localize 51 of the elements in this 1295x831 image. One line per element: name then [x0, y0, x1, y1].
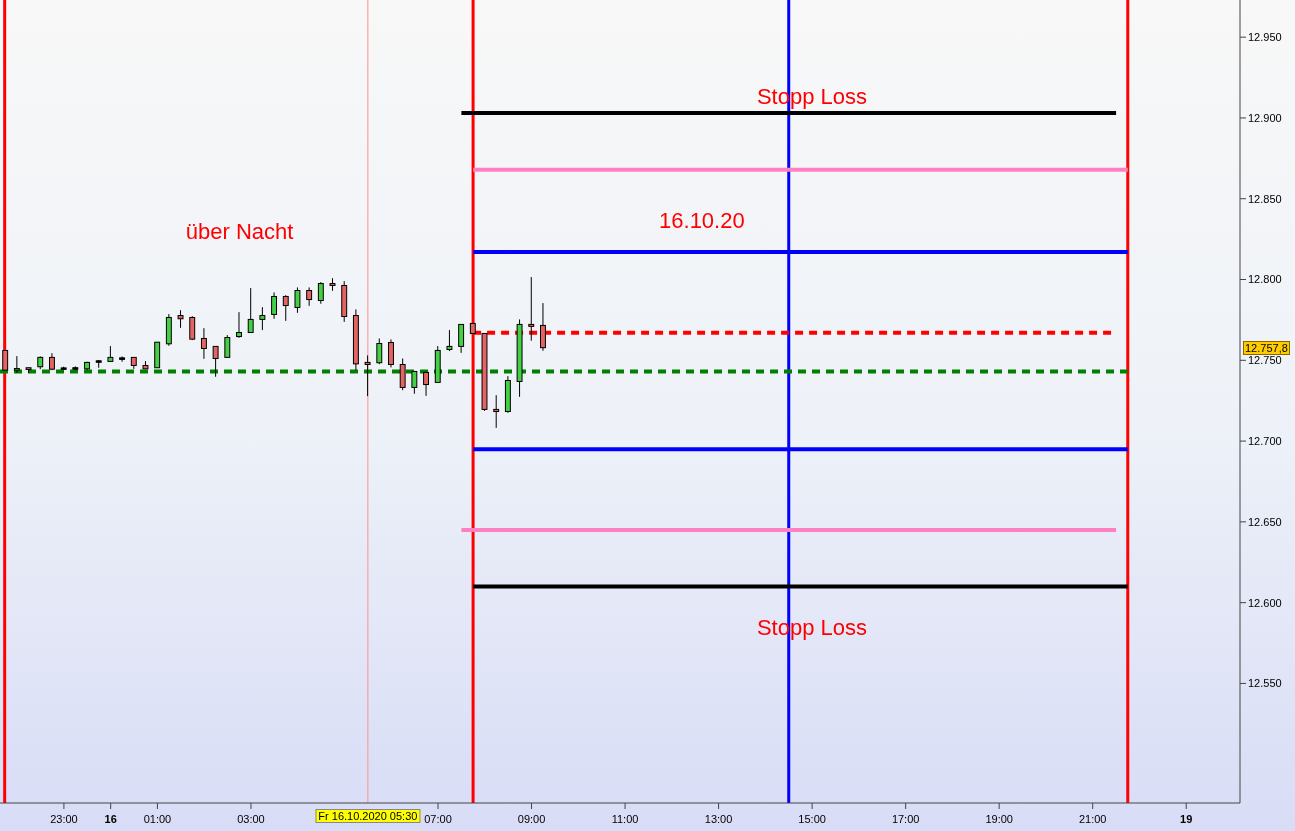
x-tick-label: 21:00	[1078, 813, 1107, 825]
y-tick-label: 12.900	[1248, 111, 1282, 124]
y-tick-label: 12.550	[1248, 677, 1282, 690]
candlestick	[224, 334, 231, 358]
candlestick	[364, 354, 371, 397]
candlestick	[388, 338, 394, 368]
candlestick	[376, 337, 383, 365]
candlestick	[317, 281, 324, 305]
x-tick-label: 01:00	[143, 813, 172, 825]
annotation: über Nacht	[185, 218, 294, 245]
x-tick-label: 15:00	[798, 813, 826, 825]
candlestick	[493, 394, 500, 429]
candlestick	[212, 345, 219, 378]
y-tick-label: 12.750	[1248, 354, 1282, 367]
annotation: 16.10.20	[659, 208, 745, 235]
candlestick	[2, 349, 9, 371]
x-tick-label: 03:00	[237, 813, 265, 825]
candlestick	[423, 371, 430, 397]
x-tick-label: 17:00	[891, 813, 920, 825]
y-tick-label: 12.600	[1248, 596, 1282, 609]
candlestick	[399, 358, 406, 391]
candlestick	[271, 291, 278, 320]
y-tick-label: 12.850	[1248, 192, 1282, 205]
candlestick	[13, 355, 20, 374]
x-tick-label: 13:00	[704, 813, 733, 825]
y-tick-label: 12.800	[1248, 273, 1282, 286]
candlestick	[458, 323, 465, 354]
text: 12.757,8	[1243, 340, 1290, 355]
candlestick	[294, 286, 301, 314]
x-tick-label: 11:00	[611, 813, 639, 825]
candlestick	[200, 327, 207, 360]
candlestick	[259, 306, 266, 331]
x-tick-label: 16	[104, 813, 117, 825]
candlestick	[282, 294, 289, 322]
x-tick-label: 23:00	[50, 813, 78, 825]
x-tick-label: 19	[1180, 813, 1193, 825]
candlestick	[306, 286, 313, 307]
y-tick-label: 12.700	[1248, 434, 1282, 447]
candlestick	[236, 311, 242, 339]
x-tick-label: 09:00	[517, 813, 546, 825]
y-tick-label: 12.950	[1248, 31, 1282, 44]
x-tick-label: 19:00	[985, 813, 1013, 825]
candlestick	[446, 329, 453, 352]
candlestick	[119, 355, 126, 363]
ref-line-label: Fr 16.10.2020 05:30	[315, 809, 421, 823]
candlestick	[411, 370, 418, 395]
x-tick-label: 07:00	[424, 813, 452, 825]
y-tick-label: 12.650	[1248, 515, 1282, 528]
candlestick	[528, 276, 535, 342]
candlestick	[540, 302, 546, 352]
candlestick	[247, 287, 254, 334]
